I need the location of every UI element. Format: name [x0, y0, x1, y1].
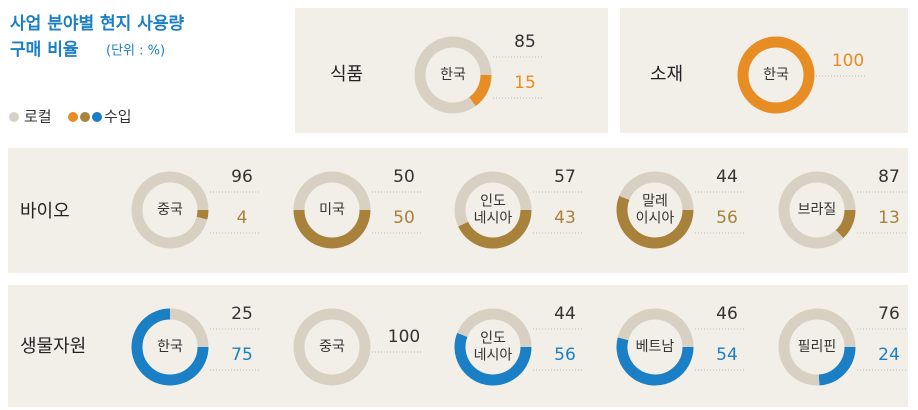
panel-bg	[620, 8, 908, 133]
value-label: 15	[514, 73, 536, 93]
donut-arc	[778, 171, 856, 249]
legend-import: 수입	[104, 108, 132, 126]
donut-arc	[778, 308, 856, 386]
panel-label: 생물자원	[20, 336, 86, 357]
donut-label: 인도	[480, 194, 506, 210]
donut-label: 베트남	[636, 339, 675, 355]
legend-dot	[9, 112, 19, 122]
donut-arc	[617, 308, 694, 348]
value-label: 13	[878, 208, 900, 228]
donut-arc	[616, 337, 694, 386]
donut-label: 미국	[319, 202, 345, 218]
value-label: 87	[878, 167, 900, 187]
donut-label: 필리핀	[798, 339, 837, 355]
donut-label: 중국	[319, 339, 345, 355]
donut-arc	[454, 332, 532, 386]
donut-arc	[737, 36, 815, 114]
value-label: 76	[878, 304, 900, 324]
value-label: 75	[231, 345, 253, 365]
value-label: 100	[832, 51, 864, 71]
donut-arc	[169, 308, 209, 348]
value-label: 50	[393, 167, 415, 187]
donut-arc	[293, 171, 371, 211]
value-label: 24	[878, 345, 900, 365]
value-label: 96	[231, 167, 253, 187]
donut-arc	[293, 209, 371, 249]
donut-arc	[835, 209, 856, 239]
value-label: 50	[393, 208, 415, 228]
value-label: 25	[231, 304, 253, 324]
donut-label: 인도	[480, 331, 506, 347]
donut-arc	[818, 346, 856, 386]
donut-label: 네시아	[474, 211, 513, 227]
donut-arc	[458, 209, 532, 249]
value-label: 44	[716, 167, 738, 187]
donut-arc	[619, 171, 694, 211]
donut-arc	[457, 308, 532, 348]
value-label: 46	[716, 304, 738, 324]
donut-label: 한국	[763, 67, 789, 83]
value-label: 54	[716, 345, 738, 365]
donut-arc	[454, 171, 532, 227]
title: 구매 비율	[10, 40, 79, 60]
value-label: 4	[237, 208, 248, 228]
donut-label: 중국	[157, 202, 183, 218]
donut-arc	[616, 195, 694, 249]
legend-dot	[80, 112, 90, 122]
panel-label: 바이오	[20, 201, 70, 222]
value-label: 44	[554, 304, 576, 324]
value-label: 43	[554, 208, 576, 228]
donut-label: 한국	[157, 339, 183, 355]
value-label: 85	[514, 32, 536, 52]
donut-arc	[414, 36, 492, 114]
value-label: 57	[554, 167, 576, 187]
unit: (단위 : %)	[106, 44, 165, 59]
panel-label: 소재	[650, 64, 683, 85]
donut-arc	[293, 308, 371, 386]
donut-arc	[468, 74, 492, 107]
value-label: 56	[554, 345, 576, 365]
legend-dot	[92, 112, 102, 122]
legend-dot	[68, 112, 78, 122]
donut-arc	[131, 171, 209, 249]
donut-label: 이시아	[636, 211, 675, 227]
value-label: 100	[388, 327, 420, 347]
panel-label: 식품	[330, 64, 363, 85]
donut-arc	[196, 209, 209, 220]
donut-label: 말레	[642, 194, 668, 210]
donut-label: 한국	[440, 67, 466, 83]
donut-label: 네시아	[474, 348, 513, 364]
legend-local: 로컬	[24, 108, 52, 126]
title: 사업 분야별 현지 사용량	[10, 14, 185, 34]
value-label: 56	[716, 208, 738, 228]
donut-arc	[131, 308, 209, 386]
donut-label: 브라질	[798, 202, 837, 218]
